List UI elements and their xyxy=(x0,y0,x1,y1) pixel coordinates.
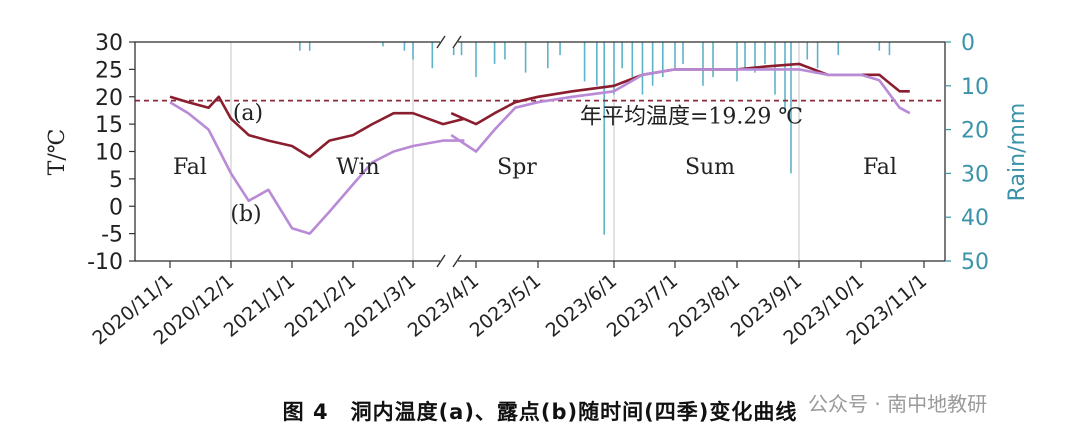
series-a-label: (a) xyxy=(233,101,263,126)
y2-tick-label: 50 xyxy=(961,250,989,275)
y-tick-label: 20 xyxy=(95,86,123,111)
y-tick-label: 30 xyxy=(95,31,123,56)
chart-marks: 年平均温度=19.29 ℃ Fal Win Spr Sum Fal (a) (b) xyxy=(135,42,945,235)
y2-tick-label: 0 xyxy=(961,31,975,56)
y2-tick-label: 30 xyxy=(961,162,989,187)
y-tick-label: 15 xyxy=(95,113,123,138)
axis-break-mark xyxy=(436,35,446,49)
series-b-label: (b) xyxy=(230,202,261,227)
season-label: Fal xyxy=(173,155,207,180)
y-tick-label: 5 xyxy=(109,168,123,193)
season-label: Sum xyxy=(685,155,735,180)
mean-temperature-label: 年平均温度=19.29 ℃ xyxy=(580,105,803,130)
series-b-line xyxy=(450,68,911,153)
y-tick-label: 25 xyxy=(95,58,123,83)
axis-break-mark xyxy=(436,254,446,268)
y-tick-label: -10 xyxy=(87,250,123,275)
season-label: Fal xyxy=(863,155,897,180)
watermark-text: 公众号 · 南中地教研 xyxy=(808,392,988,416)
y2-tick-label: 20 xyxy=(961,119,989,144)
figure-caption: 图 4 洞内温度(a)、露点(b)随时间(四季)变化曲线 xyxy=(282,400,798,424)
y-tick-label: -5 xyxy=(101,223,123,248)
season-label: Win xyxy=(336,155,379,180)
series-b-line xyxy=(169,101,465,235)
axis-break-mark xyxy=(452,35,462,49)
season-label: Spr xyxy=(497,155,537,180)
y-tick-label: 10 xyxy=(95,141,123,166)
y-tick-label: 0 xyxy=(109,195,123,220)
axis-break-gap-bottom xyxy=(440,255,458,269)
y2-axis-title: Rain/mm xyxy=(1005,103,1030,202)
y2-tick-label: 40 xyxy=(961,206,989,231)
series-a-line xyxy=(169,95,465,159)
axis-break-gap-top xyxy=(440,34,458,48)
y2-tick-label: 10 xyxy=(961,75,989,100)
y-axis-title: T/℃ xyxy=(45,129,70,176)
axis-break-mark xyxy=(452,254,462,268)
